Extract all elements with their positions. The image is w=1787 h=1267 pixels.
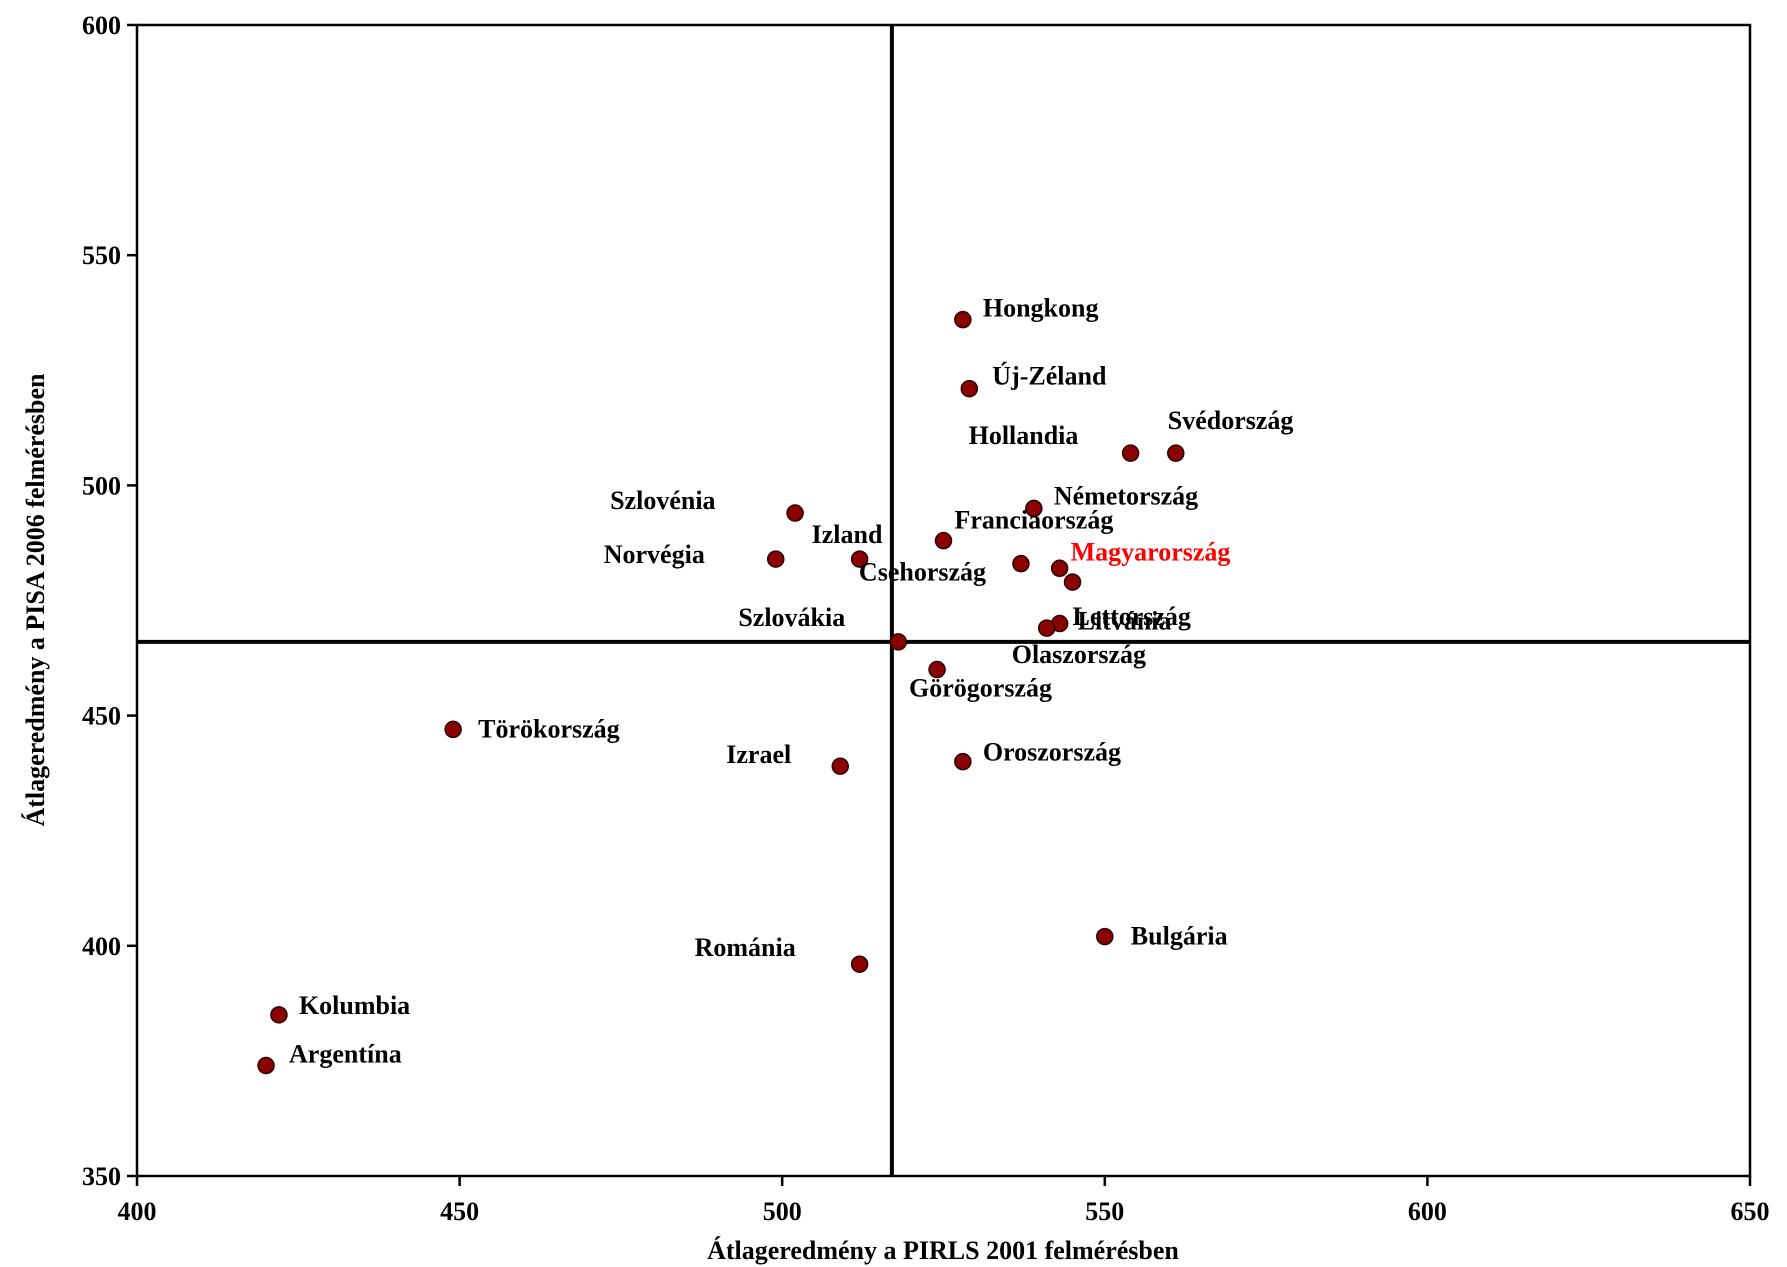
data-point — [954, 310, 972, 329]
data-label: Litvánia — [1078, 607, 1172, 636]
data-point — [270, 1006, 288, 1024]
data-point — [1063, 573, 1082, 591]
data-label: Új-Zéland — [992, 362, 1107, 391]
x-tick-label: 400 — [118, 1197, 157, 1226]
data-label: Törökország — [478, 714, 620, 743]
data-label: Magyarország — [1071, 537, 1231, 566]
data-point — [1121, 444, 1140, 462]
data-point — [1037, 619, 1056, 637]
data-points — [257, 310, 1185, 1075]
data-label: Kolumbia — [299, 991, 410, 1020]
y-tick-label: 400 — [82, 932, 121, 961]
data-label: Argentína — [289, 1040, 402, 1069]
y-axis-title: Átlageredmény a PISA 2006 felmérésben — [21, 373, 50, 827]
x-tick-label: 500 — [763, 1197, 802, 1226]
y-tick-label: 600 — [82, 11, 121, 40]
y-tick-label: 350 — [82, 1162, 121, 1191]
data-point — [960, 379, 979, 398]
data-label: Franciaország — [955, 506, 1114, 535]
data-label: Olaszország — [1012, 640, 1146, 669]
y-tick-label: 550 — [82, 241, 121, 270]
data-point — [934, 531, 953, 550]
data-point — [444, 720, 462, 739]
data-point — [831, 757, 850, 775]
data-label: Hollandia — [969, 421, 1079, 450]
y-tick-label: 500 — [82, 471, 121, 500]
y-axis-ticks: 350 400 450 500 550 600 — [82, 11, 137, 1191]
data-label: Hongkong — [983, 294, 1099, 323]
data-label: Románia — [695, 933, 796, 962]
x-tick-label: 650 — [1731, 1197, 1770, 1226]
data-point — [257, 1056, 275, 1075]
x-tick-label: 450 — [440, 1197, 479, 1226]
data-point — [954, 752, 972, 771]
data-label: Izrael — [726, 740, 791, 769]
x-tick-label: 600 — [1408, 1197, 1447, 1226]
data-label: Bulgária — [1131, 922, 1228, 951]
data-point — [1096, 927, 1114, 946]
data-point — [889, 633, 908, 651]
data-point — [786, 504, 804, 522]
plot-area — [135, 23, 1752, 1178]
x-axis-title: Átlageredmény a PIRLS 2001 felmérésben — [707, 1236, 1179, 1265]
data-label: Görögország — [909, 674, 1052, 703]
data-label: Izland — [812, 520, 883, 549]
data-label: Norvégia — [604, 540, 705, 569]
data-point — [850, 550, 869, 568]
y-tick-label: 450 — [82, 702, 121, 731]
data-point — [928, 660, 946, 679]
data-point — [766, 550, 785, 568]
x-axis-ticks: 400 450 500 550 600 650 — [118, 1176, 1770, 1226]
data-point — [1012, 554, 1030, 573]
data-label: Lettország — [1073, 602, 1191, 631]
data-label: Svédország — [1168, 406, 1294, 435]
x-tick-label: 550 — [1085, 1197, 1124, 1226]
data-labels: Hongkong Új-Zéland Svédország Hollandia Néme… — [289, 294, 1293, 1069]
data-label: Csehország — [859, 558, 986, 587]
data-point — [1167, 444, 1185, 462]
data-label: Németország — [1054, 481, 1198, 510]
data-label: Oroszország — [983, 738, 1121, 767]
data-label: Szlovénia — [610, 486, 715, 515]
data-point — [1025, 499, 1043, 518]
data-point — [850, 955, 869, 973]
data-point — [1050, 559, 1069, 578]
data-label: Szlovákia — [738, 603, 845, 632]
